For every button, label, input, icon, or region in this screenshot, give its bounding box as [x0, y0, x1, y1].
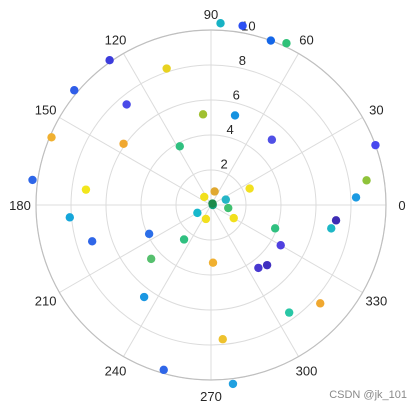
- data-point: [193, 208, 202, 218]
- theta-tick-label: 330: [366, 294, 388, 309]
- data-point: [122, 100, 131, 109]
- data-point: [262, 260, 272, 270]
- ring-gridline: [175, 169, 247, 241]
- theta-tick-label: 0: [398, 198, 405, 213]
- data-point: [316, 299, 325, 308]
- data-point: [228, 379, 238, 389]
- spoke-line: [210, 204, 299, 357]
- watermark: CSDN @jk_101: [329, 389, 407, 401]
- data-point: [65, 213, 74, 222]
- data-point: [119, 139, 128, 148]
- data-point: [208, 258, 218, 267]
- data-point: [216, 19, 225, 28]
- data-point: [276, 241, 285, 250]
- data-point: [146, 254, 156, 264]
- data-point: [331, 216, 341, 225]
- data-point: [179, 235, 189, 244]
- data-point: [70, 86, 79, 95]
- ring-gridline: [70, 64, 352, 346]
- data-point: [81, 185, 91, 194]
- data-points: [28, 19, 380, 389]
- data-point: [282, 39, 291, 48]
- data-point: [201, 214, 211, 224]
- data-point: [221, 195, 231, 204]
- data-point: [162, 64, 171, 73]
- data-point: [200, 192, 209, 202]
- theta-tick-label: 150: [35, 103, 57, 118]
- theta-tick-label: 240: [105, 363, 127, 378]
- r-tick-label: 6: [233, 88, 240, 103]
- data-point: [208, 199, 217, 208]
- spoke-line: [210, 53, 299, 206]
- theta-tick-label: 300: [296, 363, 318, 378]
- spoke-line: [59, 204, 212, 293]
- data-point: [229, 213, 238, 223]
- ring-gridline: [140, 134, 282, 276]
- data-point: [175, 142, 184, 151]
- data-point: [139, 292, 149, 302]
- data-point: [47, 133, 56, 142]
- data-point: [362, 176, 371, 185]
- ring-gridline: [105, 99, 317, 311]
- data-point: [266, 36, 276, 45]
- data-point: [105, 56, 114, 65]
- r-tick-label: 2: [220, 157, 227, 172]
- spoke-line: [59, 117, 212, 206]
- theta-tick-label: 270: [200, 389, 222, 404]
- data-point: [327, 224, 336, 233]
- data-point: [245, 184, 254, 193]
- data-point: [159, 365, 168, 375]
- data-point: [198, 110, 208, 119]
- data-point: [87, 237, 97, 246]
- theta-tick-label: 120: [105, 33, 127, 48]
- data-point: [284, 308, 294, 317]
- r-tick-label: 8: [239, 53, 246, 68]
- data-point: [267, 135, 277, 144]
- theta-tick-label: 60: [299, 33, 313, 48]
- data-point: [224, 203, 233, 213]
- theta-tick-label: 210: [35, 294, 57, 309]
- data-point: [351, 193, 361, 202]
- data-point: [371, 140, 380, 150]
- theta-tick-label: 90: [204, 7, 218, 22]
- data-point: [218, 335, 227, 344]
- data-point: [270, 224, 280, 233]
- outer-ring: [35, 29, 387, 381]
- data-point: [238, 21, 247, 30]
- theta-tick-label: 180: [9, 198, 31, 213]
- data-point: [144, 229, 154, 239]
- spoke-line: [123, 53, 212, 206]
- theta-tick-label: 30: [369, 103, 383, 118]
- data-point: [230, 111, 240, 120]
- data-point: [254, 263, 263, 273]
- data-point: [28, 175, 37, 185]
- r-tick-label: 4: [227, 122, 234, 137]
- data-point: [210, 187, 219, 196]
- spoke-line: [210, 117, 363, 206]
- spoke-line: [123, 204, 212, 357]
